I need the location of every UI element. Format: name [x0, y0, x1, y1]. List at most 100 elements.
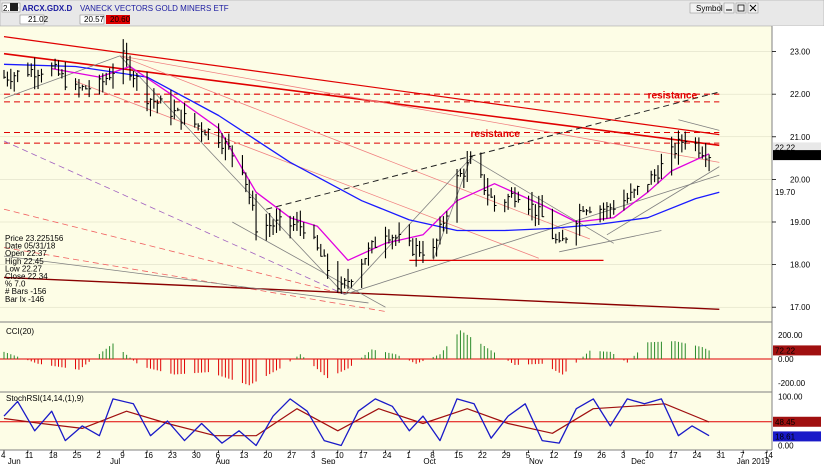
header-bar: 2.89 ARCX.GDX.D VANECK VECTORS GOLD MINE…	[0, 0, 824, 27]
channel-line	[559, 230, 662, 253]
date-tick-label: 24	[692, 451, 701, 460]
price-bar	[466, 151, 470, 182]
fan-line	[3, 247, 386, 312]
price-bar	[252, 190, 255, 211]
price-bar	[541, 195, 545, 218]
price-bar	[470, 151, 473, 164]
price-bar	[490, 188, 494, 198]
date-tick-label: 31	[716, 451, 725, 460]
price-bar	[493, 195, 497, 212]
price-bar	[483, 174, 487, 196]
price-bar	[582, 206, 586, 213]
month-label: Jun	[8, 457, 21, 464]
cci-tick-label: 200.00	[778, 331, 803, 340]
price-bar	[694, 137, 698, 152]
header-value-box-2	[19, 14, 45, 25]
channel-line	[432, 157, 472, 261]
channel-line	[232, 221, 386, 308]
price-bar	[241, 155, 245, 176]
last-price-badge: 20.60	[773, 150, 821, 161]
symbol-button[interactable]	[689, 2, 721, 14]
date-tick-label: 4	[1, 451, 6, 460]
price-bar	[299, 210, 303, 237]
price-bar	[517, 191, 521, 203]
date-tick-label: 29	[502, 451, 511, 460]
upper-value-badge-box	[773, 142, 821, 153]
blue-ma-badge-box	[773, 187, 821, 198]
price-bar	[136, 72, 139, 91]
price-bar	[265, 213, 269, 241]
price-bar	[146, 71, 150, 112]
channel-line	[678, 119, 720, 131]
price-bar	[292, 216, 296, 231]
date-tick-label: 7	[740, 451, 745, 460]
price-bar	[279, 208, 282, 231]
price-bar	[6, 71, 10, 87]
price-bar	[149, 98, 153, 117]
last-price-badge-text: 20.60	[775, 151, 796, 160]
price-grid	[0, 51, 772, 308]
resistance-label: resistance	[648, 90, 698, 101]
price-bar	[463, 168, 466, 189]
price-bar	[153, 88, 156, 109]
support-line	[3, 276, 720, 311]
month-label: Nov	[529, 457, 543, 464]
minimize-button[interactable]	[723, 2, 735, 14]
price-bar	[684, 131, 688, 150]
price-tick-label: 19.00	[790, 218, 811, 227]
price-bar	[575, 220, 579, 246]
price-bar	[439, 216, 442, 245]
price-bar	[74, 78, 78, 91]
price-bar	[337, 261, 340, 293]
price-axis: 17.00 18.00 19.00 20.00 21.00 22.00 23.00 22.22…	[771, 26, 824, 464]
price-bar	[64, 61, 68, 91]
price-bar	[674, 143, 678, 159]
price-bar	[412, 238, 415, 257]
price-bar	[514, 187, 517, 208]
upper-value-badge-text: 22.22	[775, 143, 796, 152]
resistance-label: resistance	[471, 129, 521, 140]
price-bar	[81, 84, 85, 91]
price-bar	[122, 39, 126, 85]
price-bar	[221, 132, 224, 155]
price-bar	[623, 189, 626, 211]
date-tick-label: 14	[764, 451, 773, 460]
price-bar	[558, 232, 562, 243]
price-bars	[3, 39, 712, 294]
date-tick-label: 5	[526, 451, 531, 460]
price-bar	[303, 222, 306, 239]
price-bar	[442, 216, 446, 232]
price-bar	[647, 183, 650, 193]
price-bar	[701, 146, 705, 159]
symbol-menu-icon[interactable]	[10, 3, 18, 11]
date-tick-label: 3	[311, 451, 316, 460]
price-bar	[27, 62, 30, 77]
price-bar	[391, 234, 395, 250]
price-bar	[344, 277, 347, 289]
price-bar	[272, 219, 276, 235]
cci-value-badge: 72.22	[773, 345, 821, 356]
price-bar	[350, 279, 354, 288]
date-tick-label: 2	[96, 451, 101, 460]
price-bar	[245, 172, 248, 193]
price-bar	[361, 258, 364, 288]
date-tick-label: 8	[430, 451, 435, 460]
price-bar	[57, 60, 61, 76]
price-bar	[105, 72, 109, 86]
maximize-button[interactable]	[735, 2, 747, 14]
chart-title: VANECK VECTORS GOLD MINERS ETF	[80, 4, 229, 13]
cci-panel: CCI(20)	[0, 323, 772, 391]
price-bar	[602, 202, 606, 221]
price-bar	[197, 123, 201, 131]
date-tick-label: 1	[406, 451, 411, 460]
price-bar	[459, 168, 463, 177]
price-bar	[708, 154, 712, 172]
price-bar	[446, 211, 449, 234]
price-bar	[371, 240, 374, 254]
cci-title: CCI(20)	[6, 327, 34, 336]
date-tick-label: 10	[645, 451, 654, 460]
last-price-badge-box	[773, 150, 821, 161]
price-bar	[3, 69, 6, 79]
channel-line	[3, 255, 369, 304]
price-bar	[296, 211, 299, 231]
